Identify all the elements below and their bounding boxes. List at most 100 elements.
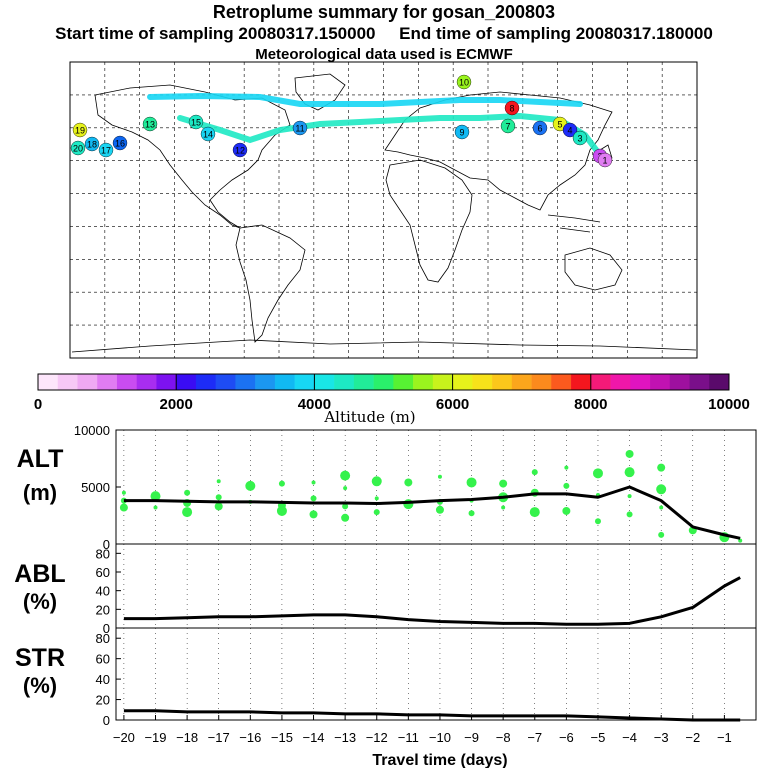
colorbar-swatch bbox=[531, 374, 552, 390]
plume-day-label: 20 bbox=[73, 144, 83, 154]
y-tick-label: 5000 bbox=[81, 480, 110, 495]
plume-marker bbox=[504, 100, 520, 116]
plume-day-label: 11 bbox=[295, 124, 304, 134]
x-tick-label: −5 bbox=[591, 730, 606, 745]
altitude-scatter-point bbox=[403, 499, 414, 510]
colorbar-tick-label: 4000 bbox=[298, 396, 331, 413]
plume-day-label: 4 bbox=[567, 126, 572, 136]
altitude-scatter-point bbox=[371, 476, 382, 487]
altitude-scatter-point bbox=[277, 501, 286, 510]
eurasia-outline bbox=[384, 91, 613, 211]
colorbar-swatch bbox=[590, 374, 611, 390]
panel-ylabel: (%) bbox=[23, 589, 57, 614]
altitude-scatter-point bbox=[624, 467, 635, 478]
y-tick-label: 0 bbox=[103, 537, 110, 552]
plume-day-label: 12 bbox=[235, 146, 245, 156]
plume-day-label: 8 bbox=[509, 104, 514, 114]
x-tick-label: −2 bbox=[685, 730, 700, 745]
altitude-scatter-point bbox=[373, 509, 380, 516]
panel-ylabel: (%) bbox=[23, 673, 57, 698]
colorbar-tick-label: 8000 bbox=[574, 396, 607, 413]
colorbar-tick-label: 0 bbox=[34, 396, 42, 413]
plume-marker bbox=[572, 130, 588, 146]
colorbar-swatch bbox=[650, 374, 671, 390]
altitude-scatter-point bbox=[564, 465, 569, 470]
y-tick-label: 40 bbox=[96, 672, 110, 687]
plume-marker bbox=[454, 124, 470, 140]
colorbar-swatch bbox=[353, 374, 374, 390]
panel-frame bbox=[115, 543, 757, 629]
altitude-scatter-point bbox=[626, 511, 633, 518]
x-tick-label: −16 bbox=[239, 730, 261, 745]
x-tick-label: −18 bbox=[176, 730, 198, 745]
plume-marker bbox=[112, 135, 128, 151]
altitude-scatter-point bbox=[466, 477, 477, 488]
plume-marker bbox=[142, 116, 158, 132]
colorbar-swatch bbox=[116, 374, 138, 390]
colorbar-swatch bbox=[334, 374, 355, 390]
plume-day-label: 1 bbox=[602, 156, 607, 166]
altitude-scatter-point bbox=[343, 486, 348, 491]
colorbar-swatch bbox=[274, 374, 295, 390]
plume-track bbox=[147, 92, 603, 158]
x-tick-label: −15 bbox=[271, 730, 293, 745]
panel-ylabel: (m) bbox=[23, 480, 57, 505]
altitude-scatter-point bbox=[436, 498, 443, 505]
altitude-scatter-point bbox=[342, 503, 349, 510]
x-tick-label: −6 bbox=[559, 730, 574, 745]
plume-track-north bbox=[147, 92, 583, 107]
x-axis-label: Travel time (days) bbox=[372, 752, 507, 768]
altitude-scatter-point bbox=[214, 502, 223, 511]
altitude-scatter-point bbox=[184, 489, 191, 496]
altitude-scatter-point bbox=[309, 510, 318, 519]
altitude-scatter-point bbox=[150, 491, 161, 502]
colorbar-tick-label: 6000 bbox=[436, 396, 469, 413]
sampling-time-line: Start time of sampling 20080317.150000 E… bbox=[55, 24, 713, 43]
altitude-scatter-point bbox=[501, 505, 506, 510]
x-tick-label: −1 bbox=[717, 730, 732, 745]
altitude-scatter-point bbox=[404, 478, 413, 487]
plume-day-label: 7 bbox=[505, 122, 510, 132]
altitude-scatter-point bbox=[182, 507, 193, 518]
plume-marker bbox=[84, 136, 100, 152]
colorbar-swatch bbox=[689, 374, 710, 390]
plume-marker bbox=[188, 114, 204, 130]
antarctica-outline bbox=[71, 339, 697, 353]
coastlines bbox=[71, 73, 697, 353]
x-tick-label: −4 bbox=[622, 730, 637, 745]
panel-frame bbox=[115, 429, 757, 545]
north-america-outline bbox=[94, 84, 291, 229]
colorbar-swatch bbox=[432, 374, 453, 390]
panels-group: 0500010000ALT(m)020406080ABL(%)020406080… bbox=[14, 423, 757, 768]
plume-marker bbox=[200, 126, 216, 142]
altitude-scatter-point bbox=[738, 538, 743, 543]
altitude-scatter-point bbox=[529, 507, 540, 518]
altitude-scatter-point bbox=[657, 463, 666, 472]
map-grid bbox=[70, 62, 697, 358]
colorbar-swatch bbox=[314, 374, 335, 390]
colorbar-swatch bbox=[393, 374, 414, 390]
plume-day-label: 3 bbox=[577, 134, 582, 144]
colorbar-swatch bbox=[610, 374, 631, 390]
altitude-scatter-point bbox=[625, 449, 634, 458]
plume-marker bbox=[70, 140, 86, 156]
x-tick-label: −14 bbox=[302, 730, 324, 745]
x-tick-label: −19 bbox=[144, 730, 166, 745]
altitude-colorbar: 0 2000 4000 6000 8000 10000 Altitude (m) bbox=[34, 373, 750, 426]
series-line-alt bbox=[123, 485, 741, 540]
colorbar-swatch bbox=[156, 374, 177, 390]
altitude-scatter-point bbox=[120, 497, 127, 504]
colorbar-swatch bbox=[630, 374, 651, 390]
altitude-scatter-point bbox=[627, 494, 632, 499]
colorbar-swatch bbox=[472, 374, 493, 390]
panel-ylabel: ABL bbox=[14, 560, 65, 588]
plume-day-label: 5 bbox=[557, 120, 562, 130]
plume-day-label: 13 bbox=[145, 120, 155, 130]
y-tick-label: 40 bbox=[96, 584, 110, 599]
plume-marker bbox=[292, 120, 308, 136]
x-tick-label: −3 bbox=[654, 730, 669, 745]
altitude-scatter-point bbox=[592, 468, 603, 479]
plume-day-label: 17 bbox=[101, 146, 111, 156]
x-tick-label: −7 bbox=[527, 730, 542, 745]
